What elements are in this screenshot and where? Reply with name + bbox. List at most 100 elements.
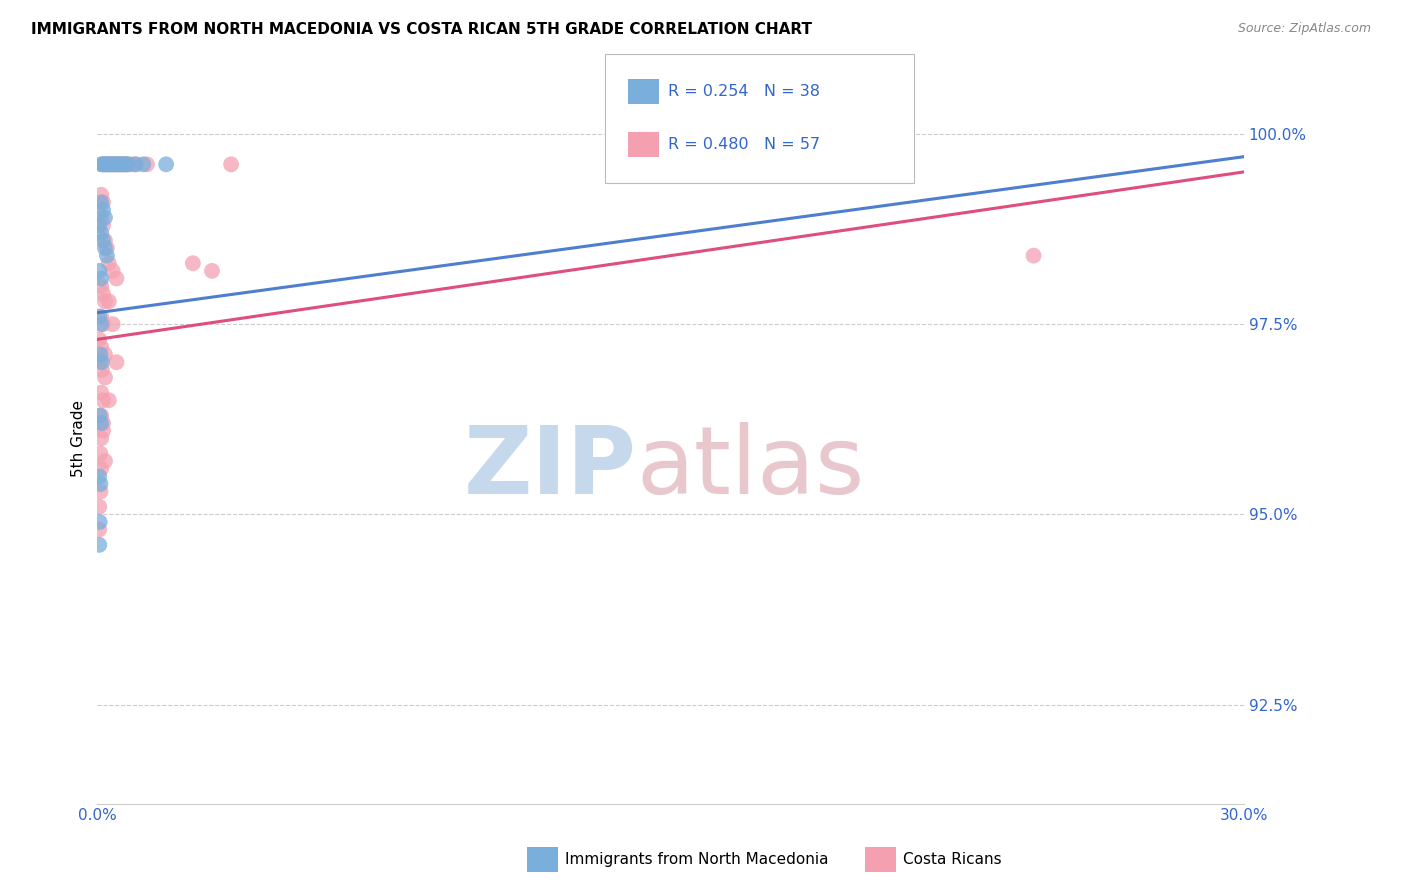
Point	[89, 446, 111, 460]
Point	[201, 264, 224, 278]
Point	[97, 157, 120, 171]
Point	[91, 355, 114, 369]
Point	[90, 409, 112, 423]
Point	[90, 317, 112, 331]
Text: Source: ZipAtlas.com: Source: ZipAtlas.com	[1237, 22, 1371, 36]
Point	[96, 249, 118, 263]
Point	[89, 348, 111, 362]
Point	[90, 187, 112, 202]
Point	[112, 157, 135, 171]
Point	[115, 157, 138, 171]
Text: ZIP: ZIP	[464, 422, 636, 514]
Point	[91, 393, 114, 408]
Point	[101, 157, 124, 171]
Point	[90, 279, 112, 293]
Point	[111, 157, 134, 171]
Point	[103, 157, 125, 171]
Point	[90, 271, 112, 285]
Point	[90, 461, 112, 475]
Point	[105, 355, 128, 369]
Point	[89, 484, 111, 499]
Point	[91, 317, 114, 331]
Point	[94, 370, 117, 384]
Point	[97, 393, 120, 408]
Point	[90, 340, 112, 354]
Point	[101, 157, 124, 171]
Text: R = 0.254   N = 38: R = 0.254 N = 38	[668, 84, 820, 99]
Point	[89, 409, 111, 423]
Point	[90, 385, 112, 400]
Point	[121, 157, 143, 171]
Point	[89, 310, 111, 324]
Point	[91, 202, 114, 217]
Point	[91, 416, 114, 430]
Point	[110, 157, 132, 171]
Point	[90, 211, 112, 225]
Point	[90, 195, 112, 210]
Point	[219, 157, 242, 171]
Point	[155, 157, 177, 171]
Point	[96, 241, 118, 255]
Point	[94, 454, 117, 468]
Point	[112, 157, 135, 171]
Point	[117, 157, 139, 171]
Point	[91, 195, 114, 210]
Point	[124, 157, 146, 171]
Point	[94, 294, 117, 309]
Point	[91, 424, 114, 438]
Point	[117, 157, 139, 171]
Point	[89, 469, 111, 483]
Point	[90, 310, 112, 324]
Point	[89, 477, 111, 491]
Point	[89, 500, 111, 514]
Point	[100, 157, 122, 171]
Point	[97, 294, 120, 309]
Point	[94, 157, 117, 171]
Point	[110, 157, 132, 171]
Text: IMMIGRANTS FROM NORTH MACEDONIA VS COSTA RICAN 5TH GRADE CORRELATION CHART: IMMIGRANTS FROM NORTH MACEDONIA VS COSTA…	[31, 22, 811, 37]
Point	[96, 157, 118, 171]
Point	[101, 264, 124, 278]
Point	[90, 431, 112, 445]
Point	[94, 234, 117, 248]
Point	[111, 157, 134, 171]
Point	[89, 538, 111, 552]
Point	[89, 332, 111, 346]
Point	[89, 355, 111, 369]
Point	[132, 157, 155, 171]
Text: R = 0.480   N = 57: R = 0.480 N = 57	[668, 136, 820, 152]
Point	[105, 157, 128, 171]
Point	[89, 515, 111, 529]
Point	[1022, 249, 1045, 263]
Point	[91, 218, 114, 232]
Point	[96, 157, 118, 171]
Point	[91, 234, 114, 248]
Point	[107, 157, 129, 171]
Text: Costa Ricans: Costa Ricans	[903, 853, 1001, 867]
Y-axis label: 5th Grade: 5th Grade	[72, 400, 86, 477]
Point	[181, 256, 204, 270]
Point	[91, 363, 114, 377]
Point	[91, 157, 114, 171]
Point	[94, 157, 117, 171]
Point	[136, 157, 159, 171]
Point	[101, 317, 124, 331]
Point	[97, 157, 120, 171]
Point	[103, 157, 125, 171]
Point	[91, 286, 114, 301]
Point	[100, 157, 122, 171]
Point	[90, 416, 112, 430]
Point	[89, 264, 111, 278]
Point	[105, 157, 128, 171]
Point	[107, 157, 129, 171]
Point	[124, 157, 146, 171]
Point	[94, 348, 117, 362]
Point	[90, 226, 112, 240]
Point	[90, 157, 112, 171]
Point	[97, 256, 120, 270]
Text: atlas: atlas	[636, 422, 865, 514]
Point	[115, 157, 138, 171]
Point	[89, 218, 111, 232]
Point	[94, 241, 117, 255]
Point	[91, 157, 114, 171]
